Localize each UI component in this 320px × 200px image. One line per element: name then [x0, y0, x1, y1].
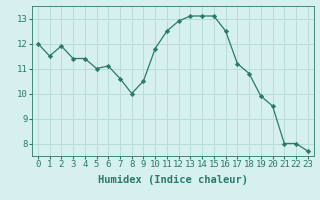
X-axis label: Humidex (Indice chaleur): Humidex (Indice chaleur) — [98, 175, 248, 185]
